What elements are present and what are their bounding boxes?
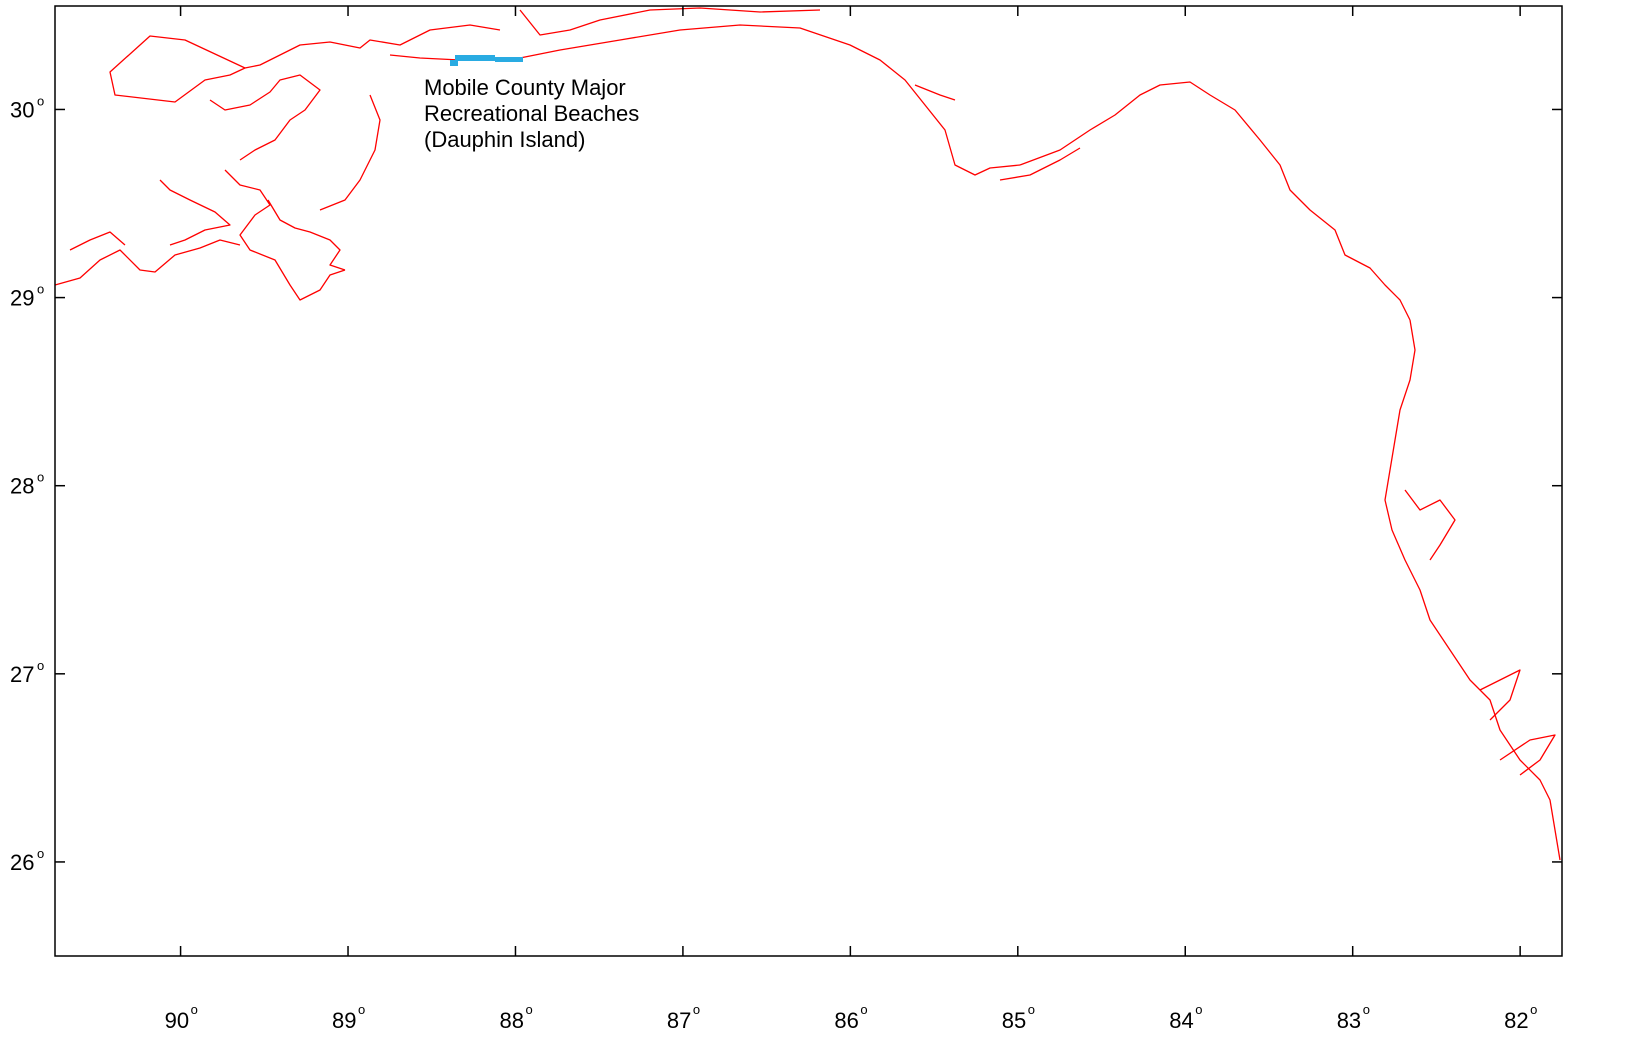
lon-degree-symbol: o bbox=[860, 1002, 867, 1017]
latitude-axis: 30 o29 o28 o27 o26 o bbox=[10, 93, 1562, 875]
lat-tick-label: 26 bbox=[10, 850, 34, 875]
longitude-axis: 90 o 89 o 88 o 87 o 86 o 85 o 84 o 83 o 82 o bbox=[165, 6, 1537, 1033]
lon-tick-label: 86 bbox=[834, 1008, 858, 1033]
lon-degree-symbol: o bbox=[693, 1002, 700, 1017]
lat-degree-symbol: o bbox=[37, 470, 44, 485]
lon-tick-label: 82 bbox=[1504, 1008, 1528, 1033]
lon-tick-label: 90 bbox=[165, 1008, 189, 1033]
lon-degree-symbol: o bbox=[1028, 1002, 1035, 1017]
lon-degree-symbol: o bbox=[191, 1002, 198, 1017]
lon-tick-label: 87 bbox=[667, 1008, 691, 1033]
lat-degree-symbol: o bbox=[37, 658, 44, 673]
annotation-line-3: (Dauphin Island) bbox=[424, 127, 585, 152]
lon-tick-label: 83 bbox=[1337, 1008, 1361, 1033]
lon-tick-label: 88 bbox=[499, 1008, 523, 1033]
coastline bbox=[54, 7, 1561, 861]
lat-tick-label: 30 bbox=[10, 97, 34, 122]
lon-tick-label: 85 bbox=[1002, 1008, 1026, 1033]
beach-annotation: Mobile County Major Recreational Beaches… bbox=[424, 75, 639, 152]
lon-degree-symbol: o bbox=[1530, 1002, 1537, 1017]
lon-degree-symbol: o bbox=[1363, 1002, 1370, 1017]
annotation-line-2: Recreational Beaches bbox=[424, 101, 639, 126]
lat-degree-symbol: o bbox=[37, 282, 44, 297]
annotation-line-1: Mobile County Major bbox=[424, 75, 626, 100]
lon-degree-symbol: o bbox=[358, 1002, 365, 1017]
lon-degree-symbol: o bbox=[525, 1002, 532, 1017]
mobile-county-beaches-marker bbox=[450, 55, 523, 66]
lon-tick-label: 89 bbox=[332, 1008, 356, 1033]
lat-tick-label: 27 bbox=[10, 662, 34, 687]
lon-degree-symbol: o bbox=[1195, 1002, 1202, 1017]
lat-degree-symbol: o bbox=[37, 846, 44, 861]
lat-degree-symbol: o bbox=[37, 93, 44, 108]
lon-tick-label: 84 bbox=[1169, 1008, 1193, 1033]
lat-tick-label: 28 bbox=[10, 474, 34, 499]
lat-tick-label: 29 bbox=[10, 286, 34, 311]
map-frame bbox=[54, 5, 1563, 957]
